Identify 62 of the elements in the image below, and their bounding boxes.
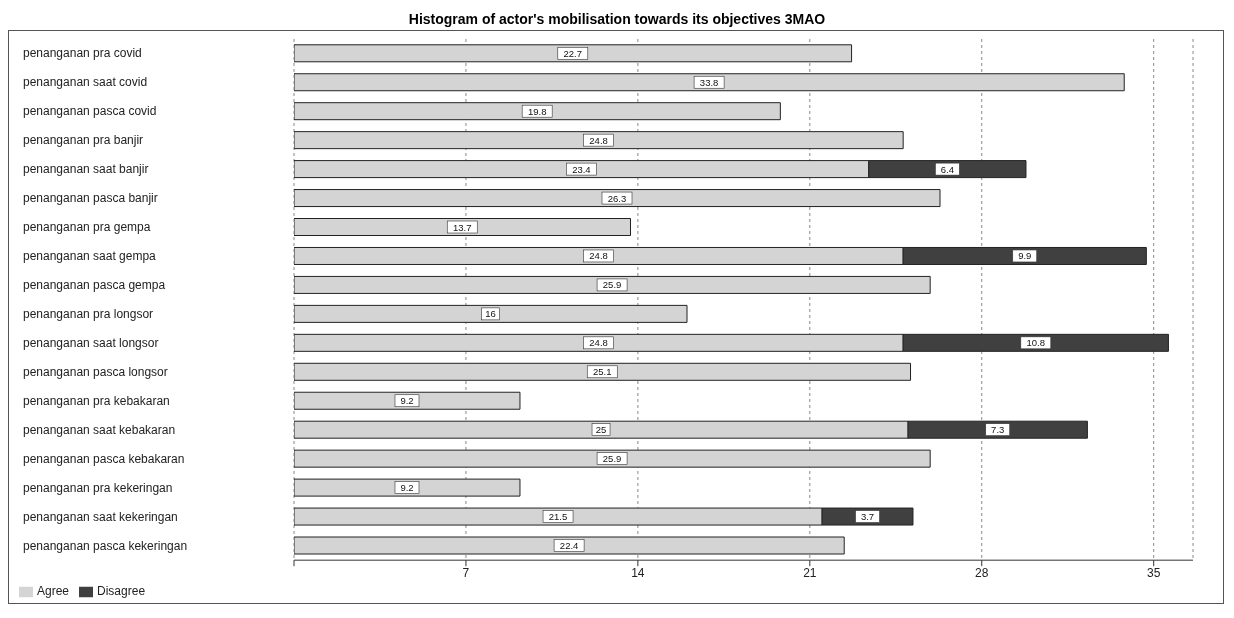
y-tick-label: penanganan saat longsor (23, 336, 159, 351)
y-tick-label: penanganan saat kebakaran (23, 422, 176, 437)
data-label: 9.2 (400, 482, 414, 494)
x-tick-label: 14 (631, 565, 645, 580)
y-tick-label: penanganan pra longsor (23, 307, 154, 322)
data-label: 7.3 (991, 424, 1005, 436)
y-tick-label: penanganan pasca kekeringan (23, 538, 188, 553)
data-label: 24.8 (589, 250, 608, 262)
data-label: 9.9 (1018, 250, 1032, 262)
bar (294, 189, 941, 208)
y-tick-label: penanganan pra banjir (23, 133, 144, 148)
data-label: 25.1 (593, 366, 612, 378)
bar (294, 102, 781, 121)
data-label: 9.2 (400, 395, 414, 407)
y-tick-label: penanganan saat kekeringan (23, 509, 178, 524)
y-tick-label: penanganan saat covid (23, 75, 148, 90)
bar (294, 275, 931, 294)
bar (294, 449, 931, 468)
y-tick-label: penanganan pasca longsor (23, 364, 168, 379)
data-label: 33.8 (699, 76, 719, 88)
y-tick-label: penanganan saat banjir (23, 162, 149, 177)
legend-label: Agree (37, 584, 70, 599)
y-tick-label: penanganan pasca kebakaran (23, 451, 185, 466)
data-label: 25.9 (602, 453, 622, 465)
data-label: 25.9 (602, 279, 622, 291)
data-label: 6.4 (940, 163, 954, 175)
y-tick-label: penanganan pra kebakaran (23, 393, 170, 408)
bar (294, 131, 904, 150)
bar (294, 218, 632, 237)
y-tick-label: penanganan pasca gempa (23, 278, 166, 293)
y-tick-label: penanganan saat gempa (23, 249, 157, 264)
data-label: 24.8 (589, 134, 608, 146)
data-label: 22.7 (563, 47, 583, 59)
y-tick-label: penanganan pasca covid (23, 104, 157, 119)
chart-title: Histogram of actor's mobilisation towards its objectives 3MAO (407, 10, 827, 29)
bar (294, 478, 521, 497)
data-label: 19.8 (527, 105, 547, 117)
x-tick-label: 28 (975, 565, 989, 580)
data-label: 25 (595, 424, 607, 436)
x-tick-label: 21 (803, 565, 817, 580)
y-tick-label: penanganan pra kekeringan (23, 480, 173, 495)
legend-label: Disagree (97, 584, 146, 599)
y-tick-label: penanganan pasca banjir (23, 191, 158, 206)
bar (294, 391, 521, 410)
bar (294, 304, 688, 323)
data-label: 26.3 (607, 192, 627, 204)
x-tick-label: 7 (462, 565, 470, 580)
data-label: 22.4 (559, 540, 579, 552)
data-label: 23.4 (572, 163, 591, 175)
data-label: 13.7 (453, 221, 472, 233)
data-label: 16 (485, 308, 496, 320)
bar (294, 362, 912, 381)
data-label: 3.7 (860, 511, 875, 523)
data-label: 21.5 (548, 511, 568, 523)
y-tick-label: penanganan pra gempa (23, 220, 151, 235)
data-label: 24.8 (589, 337, 608, 349)
x-tick-label: 35 (1147, 565, 1161, 580)
data-label: 10.8 (1026, 337, 1046, 349)
bar (294, 536, 845, 555)
bar (294, 73, 1125, 92)
bar (294, 44, 853, 63)
y-tick-label: penanganan pra covid (23, 46, 142, 61)
